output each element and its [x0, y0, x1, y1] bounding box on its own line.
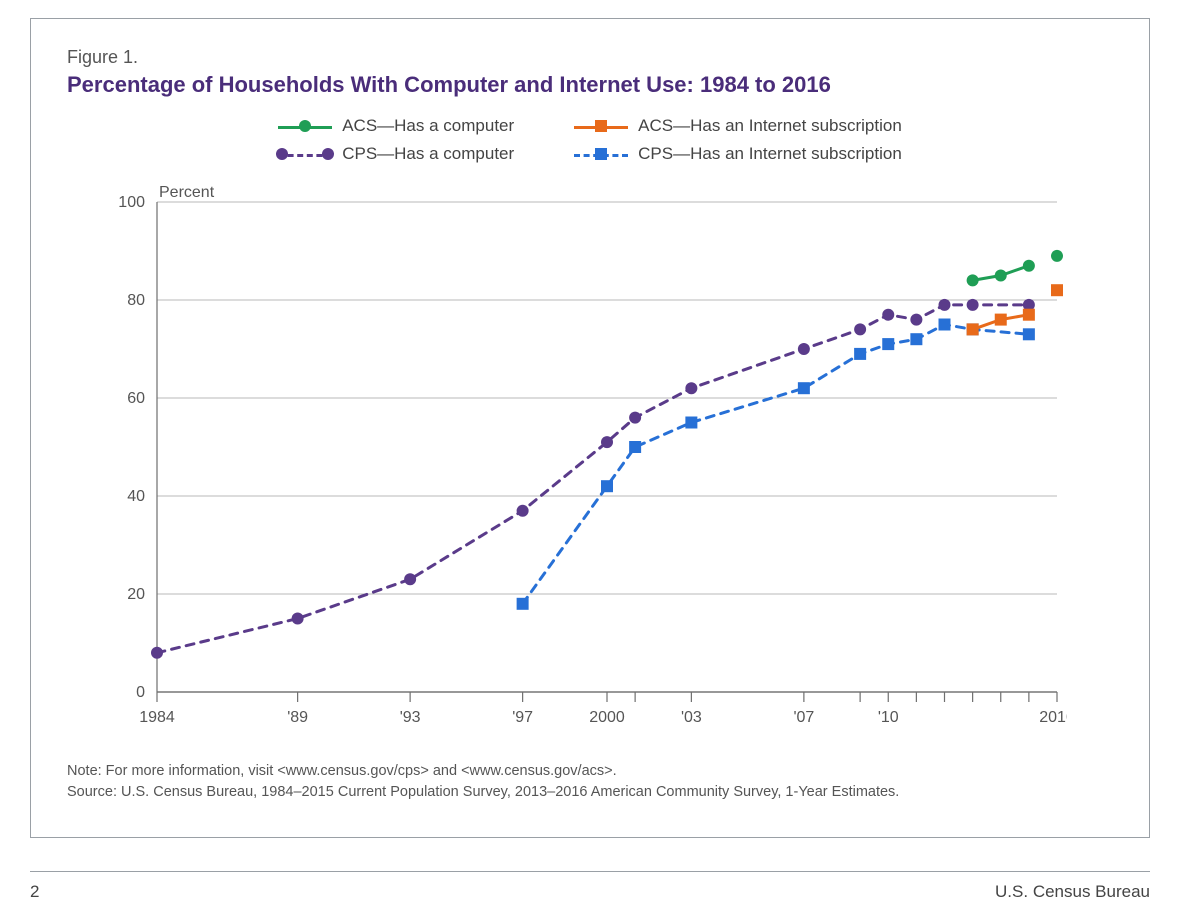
- y-axis-title: Percent: [159, 184, 214, 202]
- chart-area: Percent 0 20 40 60 80 100 1984 '89 '93 '97 2000 '03…: [67, 182, 1113, 747]
- svg-text:'97: '97: [512, 709, 533, 726]
- legend-acs-computer: ACS—Has a computer: [278, 116, 514, 136]
- legend-label: ACS—Has an Internet subscription: [638, 116, 902, 136]
- legend-swatch-acs-computer: [278, 119, 332, 133]
- legend-swatch-cps-computer: [278, 147, 332, 161]
- svg-text:1984: 1984: [139, 709, 175, 726]
- legend-label: ACS—Has a computer: [342, 116, 514, 136]
- svg-text:80: 80: [127, 292, 145, 309]
- attribution: U.S. Census Bureau: [995, 882, 1150, 902]
- svg-text:'89: '89: [287, 709, 308, 726]
- svg-text:40: 40: [127, 488, 145, 505]
- figure-label: Figure 1.: [67, 47, 1113, 68]
- svg-text:'07: '07: [793, 709, 814, 726]
- legend-label: CPS—Has an Internet subscription: [638, 144, 902, 164]
- svg-text:0: 0: [136, 684, 145, 701]
- figure-frame: Figure 1. Percentage of Households With …: [30, 18, 1150, 838]
- svg-text:2000: 2000: [589, 709, 625, 726]
- legend-cps-internet: CPS—Has an Internet subscription: [574, 144, 902, 164]
- source-text: Source: U.S. Census Bureau, 1984–2015 Cu…: [67, 782, 1113, 803]
- svg-text:'93: '93: [400, 709, 421, 726]
- page-number: 2: [30, 882, 39, 902]
- svg-text:'10: '10: [878, 709, 899, 726]
- page-footer: 2 U.S. Census Bureau: [30, 871, 1150, 902]
- svg-text:20: 20: [127, 586, 145, 603]
- figure-notes: Note: For more information, visit <www.c…: [67, 761, 1113, 803]
- svg-text:60: 60: [127, 390, 145, 407]
- legend-swatch-cps-internet: [574, 147, 628, 161]
- legend-cps-computer: CPS—Has a computer: [278, 144, 514, 164]
- svg-text:100: 100: [118, 194, 145, 211]
- svg-text:'03: '03: [681, 709, 702, 726]
- legend: ACS—Has a computer CPS—Has a computer AC…: [67, 116, 1113, 164]
- legend-acs-internet: ACS—Has an Internet subscription: [574, 116, 902, 136]
- svg-text:2016: 2016: [1039, 709, 1067, 726]
- line-chart: 0 20 40 60 80 100 1984 '89 '93 '97 2000 '03 '07 '10 20…: [67, 182, 1067, 742]
- note-text: Note: For more information, visit <www.c…: [67, 761, 1113, 782]
- legend-label: CPS—Has a computer: [342, 144, 514, 164]
- legend-swatch-acs-internet: [574, 119, 628, 133]
- figure-title: Percentage of Households With Computer a…: [67, 72, 1113, 98]
